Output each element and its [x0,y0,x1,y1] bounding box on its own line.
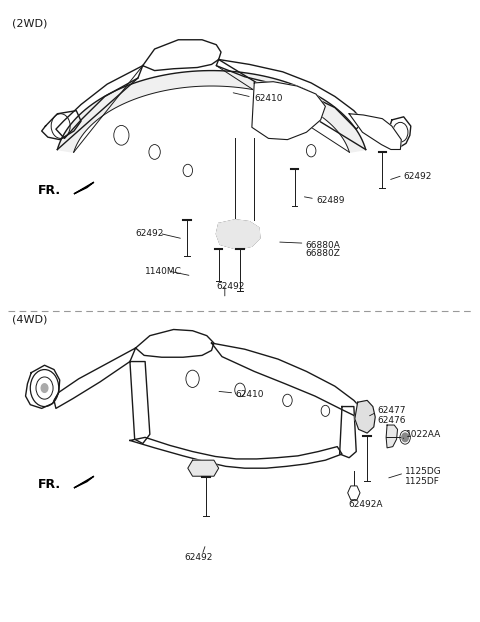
Polygon shape [25,365,60,409]
Polygon shape [355,401,375,433]
Polygon shape [42,111,81,139]
Text: 62492: 62492 [216,282,245,291]
Text: FR.: FR. [38,478,61,491]
Polygon shape [216,60,363,129]
Polygon shape [340,407,356,458]
Polygon shape [54,348,136,409]
Text: 62492: 62492 [404,172,432,181]
Text: (4WD): (4WD) [12,314,48,324]
Text: 66880Z: 66880Z [305,249,340,258]
Polygon shape [56,66,143,139]
Polygon shape [212,343,362,419]
Text: 1125DG: 1125DG [405,467,442,476]
Polygon shape [143,40,221,70]
Text: 62477: 62477 [378,406,406,415]
Text: FR.: FR. [38,184,61,197]
Text: 62410: 62410 [254,94,283,103]
Polygon shape [74,182,94,194]
Polygon shape [188,460,219,476]
Polygon shape [74,476,94,488]
Text: 1140MC: 1140MC [145,267,182,276]
Text: 62476: 62476 [378,415,406,425]
Text: 62492A: 62492A [348,500,383,509]
Polygon shape [387,117,411,147]
Text: 1125DF: 1125DF [405,476,440,486]
Text: 62410: 62410 [235,390,264,399]
Polygon shape [386,425,397,448]
Text: 66880A: 66880A [305,241,340,249]
Text: 62489: 62489 [316,195,345,205]
Text: 1022AA: 1022AA [406,430,441,439]
Circle shape [402,433,408,442]
Polygon shape [136,330,214,357]
Polygon shape [216,220,260,249]
Polygon shape [130,361,150,443]
Polygon shape [349,114,401,149]
Polygon shape [130,437,342,468]
Text: 62492: 62492 [136,230,164,238]
Polygon shape [252,81,325,139]
Circle shape [41,384,48,392]
Text: 62492: 62492 [184,553,212,562]
Polygon shape [57,71,366,152]
Text: (2WD): (2WD) [12,18,48,28]
